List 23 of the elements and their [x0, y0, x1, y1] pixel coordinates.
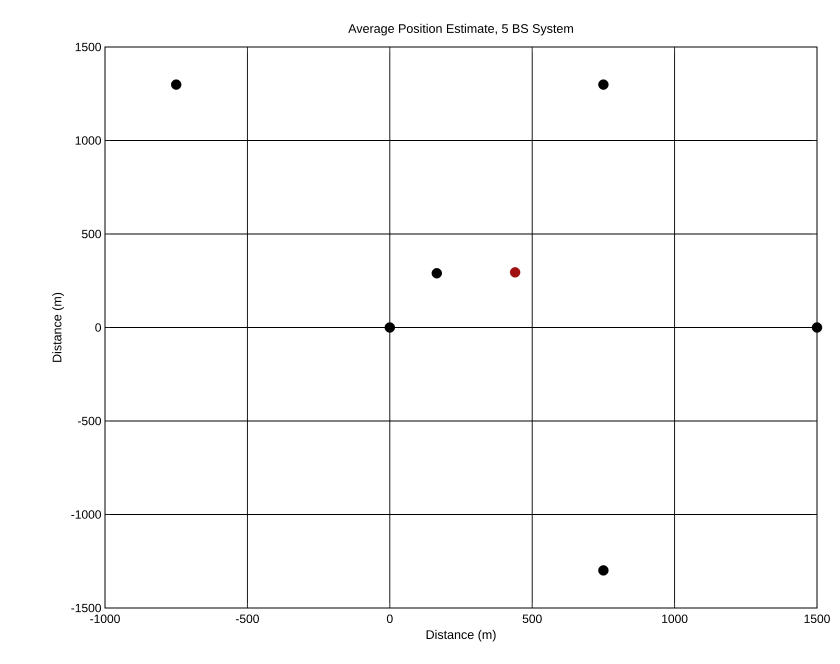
point — [510, 267, 520, 278]
y-tick-label: -1000 — [71, 510, 101, 519]
x-axis-title: Distance (m) — [426, 630, 496, 642]
x-tick-label: 1500 — [804, 614, 830, 624]
y-tick-label: 1500 — [76, 42, 101, 52]
y-tick-label: -500 — [78, 416, 101, 426]
point — [598, 79, 609, 90]
chart-title: Average Position Estimate, 5 BS System — [348, 24, 573, 36]
x-tick-label: 0 — [386, 614, 393, 624]
point — [384, 322, 396, 333]
x-tick-label: 1000 — [662, 614, 688, 624]
x-tick-label: -500 — [236, 614, 259, 624]
y-tick-label: 500 — [82, 230, 101, 238]
point — [432, 268, 442, 278]
y-tick-label: 1000 — [76, 136, 101, 145]
y-tick-label: -1500 — [71, 604, 101, 612]
y-tick-label: 0 — [95, 323, 102, 332]
x-tick-label: -1000 — [90, 614, 120, 624]
y-axis-title: Distance (m) — [52, 292, 64, 362]
point — [171, 79, 182, 90]
point — [598, 565, 609, 576]
point — [812, 322, 822, 333]
x-tick-label: 500 — [522, 614, 542, 624]
